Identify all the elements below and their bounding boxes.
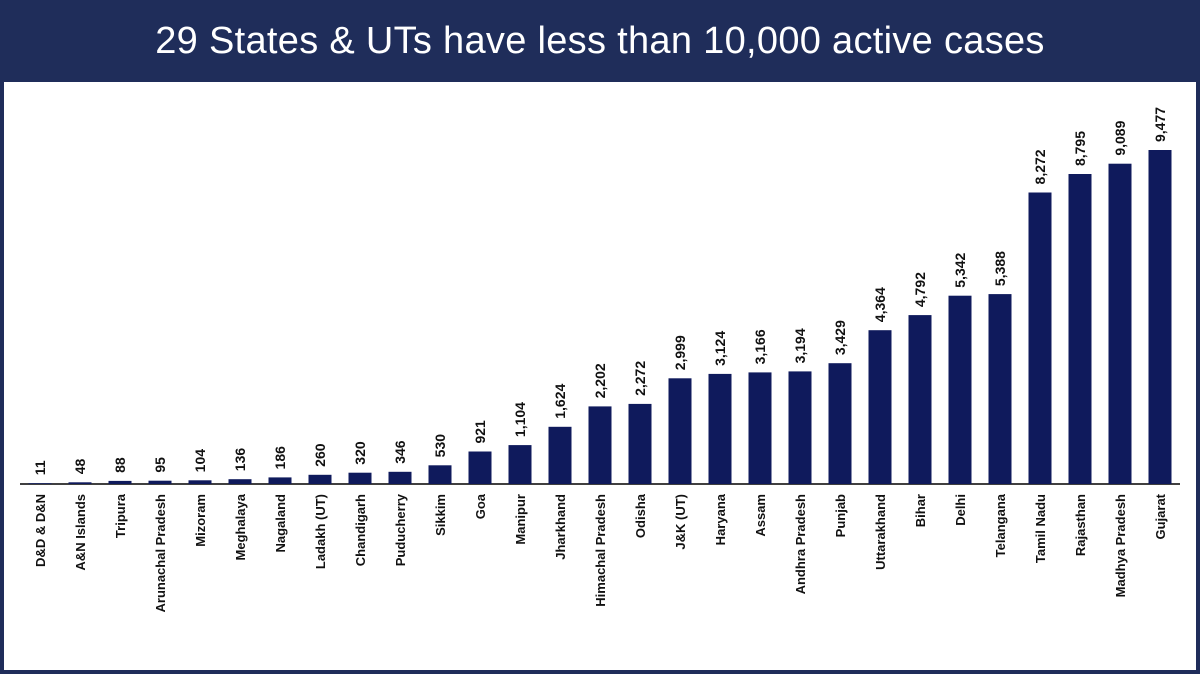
value-label-ladakh-ut: 260 (312, 443, 328, 467)
category-label-delhi: Delhi (953, 494, 968, 526)
category-label-himachal-pradesh: Himachal Pradesh (593, 494, 608, 607)
category-labels-group: D&D & D&N A&N Islands Tripura Arunachal Pra… (33, 493, 1168, 612)
bar-arunachal-pradesh (148, 480, 172, 484)
bar-goa (468, 451, 492, 484)
value-label-manipur: 1,104 (512, 402, 528, 437)
value-label-jharkhand: 1,624 (552, 384, 568, 419)
category-label-mizoram: Mizoram (193, 494, 208, 547)
bar-a-n-islands (68, 482, 92, 484)
category-label-j-k-ut: J&K (UT) (673, 494, 688, 550)
category-label-punjab: Punjab (833, 494, 848, 537)
value-label-madhya-pradesh: 9,089 (1112, 120, 1128, 155)
category-label-arunachal-pradesh: Arunachal Pradesh (153, 494, 168, 613)
value-label-j-k-ut: 2,999 (672, 335, 688, 370)
value-label-goa: 921 (472, 420, 488, 444)
category-label-gujarat: Gujarat (1153, 493, 1168, 539)
category-label-telangana: Telangana (993, 493, 1008, 557)
category-label-a-n-islands: A&N Islands (73, 494, 88, 571)
bar-j-k-ut (668, 378, 692, 484)
category-label-jharkhand: Jharkhand (553, 494, 568, 560)
category-label-meghalaya: Meghalaya (233, 493, 248, 560)
bar-delhi (948, 295, 972, 484)
bars-group (28, 150, 1172, 484)
bar-sikkim (428, 465, 452, 484)
title-bar: 29 States & UTs have less than 10,000 ac… (0, 0, 1200, 82)
value-label-rajasthan: 8,795 (1072, 131, 1088, 166)
bar-assam (748, 372, 772, 484)
category-label-sikkim: Sikkim (433, 494, 448, 536)
category-label-haryana: Haryana (713, 493, 728, 545)
bar-uttarakhand (868, 330, 892, 484)
bar-punjab (828, 363, 852, 484)
value-label-bihar: 4,792 (912, 272, 928, 307)
category-label-bihar: Bihar (913, 494, 928, 527)
value-label-assam: 3,166 (752, 329, 768, 364)
value-label-nagaland: 186 (272, 446, 288, 470)
bar-chandigarh (348, 472, 372, 484)
bar-andhra-pradesh (788, 371, 812, 484)
category-label-andhra-pradesh: Andhra Pradesh (793, 494, 808, 594)
category-label-odisha: Odisha (633, 493, 648, 538)
bar-nagaland (268, 477, 292, 484)
value-label-delhi: 5,342 (952, 252, 968, 287)
category-label-tripura: Tripura (113, 493, 128, 538)
value-label-uttarakhand: 4,364 (872, 287, 888, 322)
value-label-a-n-islands: 48 (72, 459, 88, 475)
category-label-d-d-d-n: D&D & D&N (33, 494, 48, 567)
value-label-meghalaya: 136 (232, 448, 248, 472)
category-label-goa: Goa (473, 493, 488, 519)
bar-haryana (708, 373, 732, 484)
bar-madhya-pradesh (1108, 163, 1132, 484)
bar-mizoram (188, 480, 212, 484)
category-label-nagaland: Nagaland (273, 494, 288, 553)
bar-tamil-nadu (1028, 192, 1052, 484)
category-label-ladakh-ut: Ladakh (UT) (313, 494, 328, 569)
value-label-tamil-nadu: 8,272 (1032, 149, 1048, 184)
value-label-andhra-pradesh: 3,194 (792, 328, 808, 363)
bar-puducherry (388, 471, 412, 484)
value-label-telangana: 5,388 (992, 251, 1008, 286)
category-label-rajasthan: Rajasthan (1073, 494, 1088, 556)
bar-telangana (988, 294, 1012, 484)
bar-meghalaya (228, 479, 252, 484)
bar-gujarat (1148, 150, 1172, 484)
value-label-haryana: 3,124 (712, 331, 728, 366)
category-label-assam: Assam (753, 494, 768, 537)
value-label-himachal-pradesh: 2,202 (592, 363, 608, 398)
value-label-sikkim: 530 (432, 434, 448, 458)
value-label-chandigarh: 320 (352, 441, 368, 465)
bar-jharkhand (548, 426, 572, 484)
bar-d-d-d-n (28, 483, 52, 484)
value-label-odisha: 2,272 (632, 361, 648, 396)
category-label-madhya-pradesh: Madhya Pradesh (1113, 494, 1128, 597)
bar-bihar (908, 315, 932, 484)
value-label-gujarat: 9,477 (1152, 107, 1168, 142)
value-label-arunachal-pradesh: 95 (152, 457, 168, 473)
value-label-punjab: 3,429 (832, 320, 848, 355)
value-labels-group: 11 48 88 95 104 136 186 260 320 346 530 921 1,104 1,6… (32, 107, 1168, 475)
bar-tripura (108, 480, 132, 484)
bar-odisha (628, 403, 652, 484)
category-label-manipur: Manipur (513, 494, 528, 545)
category-label-puducherry: Puducherry (393, 493, 408, 566)
category-label-chandigarh: Chandigarh (353, 494, 368, 566)
bar-ladakh-ut (308, 474, 332, 484)
category-label-uttarakhand: Uttarakhand (873, 494, 888, 570)
bar-manipur (508, 445, 532, 484)
bar-rajasthan (1068, 174, 1092, 484)
bar-himachal-pradesh (588, 406, 612, 484)
value-label-d-d-d-n: 11 (32, 460, 48, 475)
category-label-tamil-nadu: Tamil Nadu (1033, 494, 1048, 563)
value-label-tripura: 88 (112, 457, 128, 473)
value-label-puducherry: 346 (392, 440, 408, 464)
chart-title: 29 States & UTs have less than 10,000 ac… (155, 19, 1045, 62)
value-label-mizoram: 104 (192, 449, 208, 473)
